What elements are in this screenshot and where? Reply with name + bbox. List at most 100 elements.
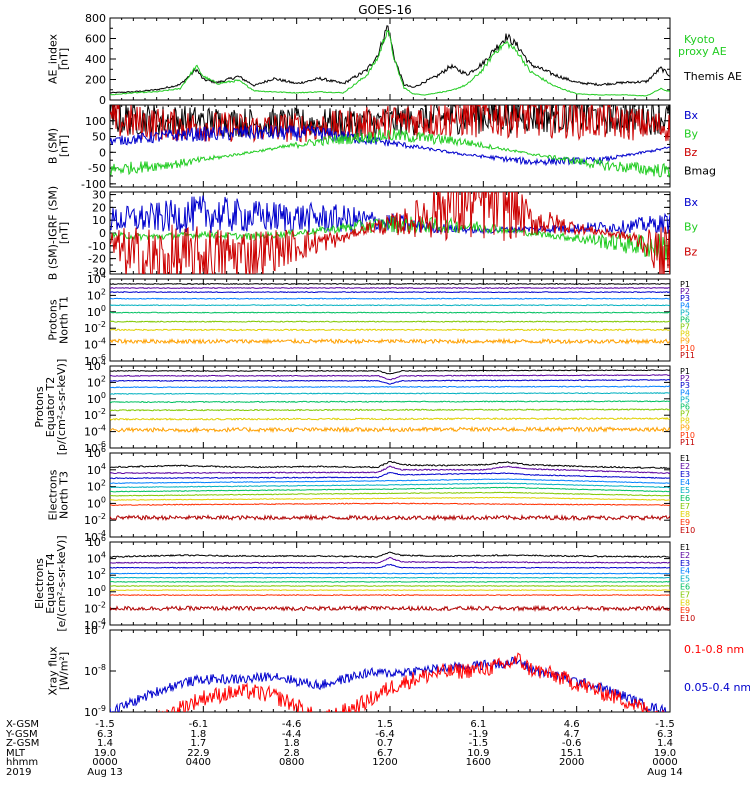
series-line-e10 — [110, 604, 670, 613]
tick-exponent: -4 — [98, 337, 106, 346]
chart-title: GOES-16 — [358, 3, 412, 17]
footer-value: 6.3 — [657, 729, 673, 740]
y-axis-label: [W/m²] — [58, 652, 71, 690]
y-tick-label: -20 — [88, 253, 106, 266]
legend-p2: P2 — [680, 287, 690, 296]
series-line-e4 — [110, 572, 670, 575]
series-line-p1 — [110, 282, 670, 285]
series-group — [110, 192, 670, 274]
legend-p4: P4 — [680, 301, 690, 310]
series-line-0-1-0-8-nm — [158, 652, 664, 712]
legend-e2: E2 — [680, 551, 690, 560]
tick-exponent: -8 — [98, 663, 106, 672]
series-line-e10 — [110, 513, 670, 522]
legend-e4: E4 — [680, 567, 690, 576]
series-line-e3 — [110, 563, 670, 569]
legend-p10: P10 — [680, 344, 695, 353]
legend-by: By — [684, 128, 699, 141]
series-line-e5 — [110, 576, 670, 579]
y-tick-label: 0 — [99, 146, 106, 159]
tick-exponent: 2 — [101, 567, 106, 576]
tick-exponent: -7 — [98, 622, 106, 631]
tick-exponent: -6 — [98, 440, 106, 449]
footer-label-2019: 2019 — [6, 767, 31, 778]
legend-e4: E4 — [680, 478, 690, 487]
tick-exponent: -2 — [98, 407, 106, 416]
series-line-p7 — [110, 320, 670, 323]
footer-value: 15.1 — [561, 748, 583, 759]
y-axis-label: AE_index — [47, 33, 60, 84]
tick-exponent: -9 — [98, 704, 106, 713]
y-tick-label: -30 — [88, 265, 106, 278]
series-line-e6 — [110, 486, 670, 493]
series-group — [110, 652, 667, 712]
y-tick-label: 800 — [85, 12, 106, 25]
footer-value: 22.9 — [187, 748, 209, 759]
legend-e10: E10 — [680, 614, 695, 623]
tick-exponent: -2 — [98, 512, 106, 521]
footer-value: 4.6 — [564, 719, 580, 730]
series-line-e2 — [110, 465, 670, 475]
series-line-p5 — [110, 392, 670, 395]
legend-e6: E6 — [680, 583, 690, 592]
footer-label-mlt: MLT — [6, 748, 26, 759]
legend-e2: E2 — [680, 462, 690, 471]
series-line-p4 — [110, 385, 670, 389]
legend-e6: E6 — [680, 494, 690, 503]
y-axis-label: [p/(cm²-s-sr-keV)] — [55, 359, 68, 456]
series-line-e8 — [110, 589, 670, 592]
tick-exponent: 2 — [101, 287, 106, 296]
series-line-e4 — [110, 478, 670, 484]
legend-e3: E3 — [680, 470, 690, 479]
footer-value: 1.4 — [97, 738, 113, 749]
legend-by: By — [684, 221, 699, 234]
series-line-e2 — [110, 556, 670, 564]
legend-p5: P5 — [680, 395, 690, 404]
tick-exponent: -2 — [98, 320, 106, 329]
series-line-themis-ae — [110, 25, 670, 94]
series-group — [110, 551, 670, 613]
series-line-bx — [110, 125, 670, 167]
y-tick-label: 0 — [99, 227, 106, 240]
legend-p10: P10 — [680, 431, 695, 440]
footer-value: -0.6 — [562, 738, 582, 749]
footer-value: 4.7 — [564, 729, 580, 740]
legend-p1: P1 — [680, 280, 690, 289]
y-axis-label: Protons — [33, 386, 46, 427]
legend-e8: E8 — [680, 598, 690, 607]
footer-value: -6.4 — [375, 729, 395, 740]
y-axis-label: Xray flux — [47, 646, 60, 696]
tick-exponent: 4 — [101, 358, 106, 367]
footer-value: Aug 13 — [87, 767, 122, 778]
y-axis-label: North T1 — [58, 296, 71, 344]
series-line-p6 — [110, 400, 670, 404]
legend-e1: E1 — [680, 454, 690, 463]
series-line-p7 — [110, 408, 670, 412]
legend-e10: E10 — [680, 526, 695, 535]
y-tick-label: 200 — [85, 74, 106, 87]
footer-value: 2.8 — [284, 748, 300, 759]
series-group — [110, 369, 670, 434]
series-line-p3 — [110, 379, 670, 385]
series-line-p1 — [110, 369, 670, 375]
legend-p8: P8 — [680, 417, 690, 426]
footer-value: 1.4 — [657, 738, 673, 749]
series-line-p8 — [110, 416, 670, 421]
footer-label-y-gsm: Y-GSM — [5, 729, 38, 740]
footer-value: 1.8 — [190, 729, 206, 740]
y-axis-label: Electrons — [33, 558, 46, 609]
tick-exponent: 4 — [101, 462, 106, 471]
y-axis-label: Equator T4 — [44, 553, 57, 613]
series-line-p4 — [110, 297, 670, 300]
footer-value: 0800 — [279, 757, 304, 768]
series-line-e7 — [110, 491, 670, 497]
y-axis-label: [nT] — [58, 135, 71, 157]
y-tick-label: 50 — [92, 131, 106, 144]
footer-value: 1600 — [466, 757, 491, 768]
legend-e5: E5 — [680, 486, 690, 495]
y-axis-label: Equator T2 — [44, 377, 57, 437]
legend-p7: P7 — [680, 410, 690, 419]
